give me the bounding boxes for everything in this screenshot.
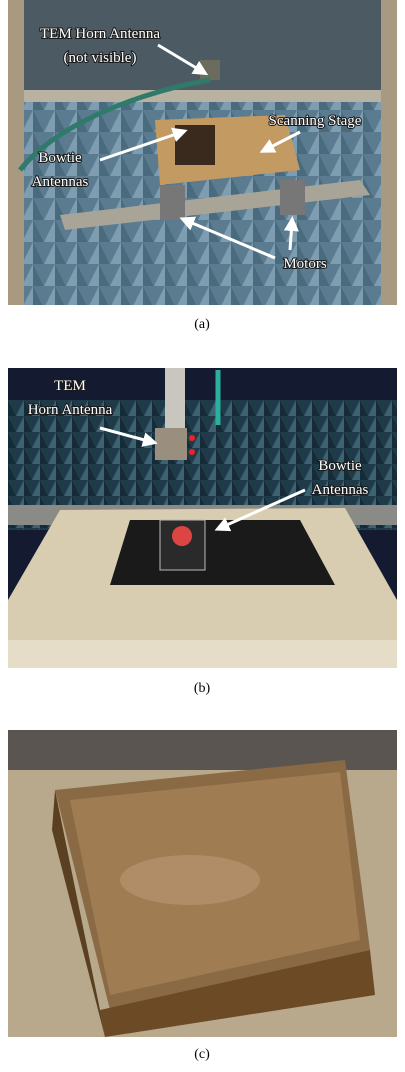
caption: (a) [194,317,210,332]
caption: (c) [194,1047,210,1062]
label: Motors [283,256,327,272]
label: (not visible) [64,50,137,66]
label: Bowtie [38,150,82,166]
label: Antennas [312,482,369,498]
caption: (b) [194,681,211,696]
label: Scanning Stage [269,113,362,129]
figure: TEM Horn Antenna (not visible) Scanning … [0,0,405,1072]
label: TEM Horn Antenna [40,26,160,42]
label: Antennas [32,174,89,190]
photo-c [8,730,397,1037]
label: TEM [54,378,86,394]
arrow [290,222,292,250]
page: TEM Horn Antenna (not visible) Scanning … [0,0,405,1072]
label: Bowtie [318,458,362,474]
label: Horn Antenna [28,402,113,418]
